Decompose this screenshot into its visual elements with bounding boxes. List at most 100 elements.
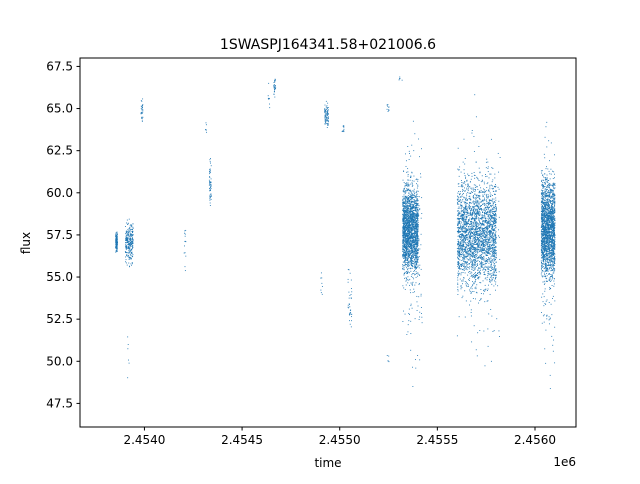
data-point xyxy=(412,281,414,283)
data-point xyxy=(402,239,404,241)
data-point xyxy=(419,275,421,276)
data-point xyxy=(483,241,485,243)
data-point xyxy=(462,245,464,247)
data-point xyxy=(413,188,415,190)
data-point xyxy=(412,205,414,207)
data-point xyxy=(416,212,418,214)
data-point xyxy=(462,280,464,282)
data-point xyxy=(463,270,465,271)
data-point xyxy=(479,239,481,241)
data-point xyxy=(132,223,134,225)
data-point xyxy=(126,246,128,248)
data-point xyxy=(484,236,486,238)
data-point xyxy=(127,254,129,256)
data-point xyxy=(473,255,475,257)
data-point xyxy=(414,133,416,135)
data-point xyxy=(413,237,415,239)
data-point xyxy=(209,182,211,184)
data-point xyxy=(417,272,419,274)
data-point xyxy=(404,233,406,235)
data-point xyxy=(475,260,477,261)
data-point xyxy=(413,213,415,215)
data-point xyxy=(404,248,406,250)
data-point xyxy=(408,199,410,201)
data-point xyxy=(409,189,411,191)
data-point xyxy=(416,224,418,226)
data-point xyxy=(412,201,414,202)
data-point xyxy=(416,225,418,227)
data-point xyxy=(415,207,417,208)
data-point xyxy=(459,200,461,202)
data-point xyxy=(475,261,476,263)
data-point xyxy=(493,270,495,272)
data-point xyxy=(414,220,416,222)
data-point xyxy=(492,252,494,254)
data-point xyxy=(475,255,477,257)
data-point xyxy=(416,231,418,233)
data-point xyxy=(479,282,481,283)
data-point xyxy=(485,212,487,214)
data-point xyxy=(458,175,460,177)
data-point xyxy=(476,196,478,198)
data-point xyxy=(132,226,134,228)
data-point xyxy=(471,275,473,276)
data-point xyxy=(476,254,478,255)
data-point xyxy=(461,215,463,217)
data-point xyxy=(128,362,130,364)
data-point xyxy=(478,224,480,226)
data-point xyxy=(209,173,210,175)
data-point xyxy=(465,256,467,258)
data-point xyxy=(327,113,329,115)
data-point xyxy=(415,195,417,197)
data-point xyxy=(320,289,322,291)
data-point xyxy=(417,229,419,231)
data-point xyxy=(411,172,413,174)
data-point xyxy=(457,282,459,284)
data-point xyxy=(410,198,412,199)
data-point xyxy=(406,190,408,192)
data-point xyxy=(125,238,127,240)
data-point xyxy=(411,237,413,239)
data-point xyxy=(482,232,484,234)
data-point xyxy=(321,293,323,295)
data-point xyxy=(406,254,408,256)
data-point xyxy=(402,235,404,236)
data-point xyxy=(406,201,407,203)
data-point xyxy=(489,273,491,275)
data-point xyxy=(481,230,483,232)
data-point xyxy=(403,191,405,193)
data-point xyxy=(473,239,475,241)
data-point xyxy=(481,191,483,193)
data-point xyxy=(411,203,413,205)
data-point xyxy=(471,246,473,248)
data-point xyxy=(486,243,487,245)
data-point xyxy=(462,259,464,261)
data-point xyxy=(409,251,411,253)
data-point xyxy=(415,228,417,230)
data-point xyxy=(486,252,488,254)
data-point xyxy=(410,253,411,255)
data-point xyxy=(408,224,410,226)
data-point xyxy=(477,217,479,219)
data-point xyxy=(115,238,117,240)
data-point xyxy=(476,246,478,248)
data-point xyxy=(324,104,326,106)
data-point xyxy=(327,112,328,114)
data-point xyxy=(474,275,476,276)
data-point xyxy=(481,209,483,210)
data-point xyxy=(327,113,329,115)
data-point xyxy=(326,120,328,121)
data-point xyxy=(411,228,413,230)
data-point xyxy=(464,221,466,223)
data-point xyxy=(417,256,419,258)
data-point xyxy=(125,251,127,253)
data-point xyxy=(410,218,412,220)
data-point xyxy=(411,247,413,249)
data-point xyxy=(405,247,407,249)
data-point xyxy=(415,215,417,216)
data-point xyxy=(473,214,475,216)
data-point xyxy=(414,208,416,210)
data-point xyxy=(495,214,497,215)
data-point xyxy=(408,231,410,233)
data-point xyxy=(480,244,482,246)
